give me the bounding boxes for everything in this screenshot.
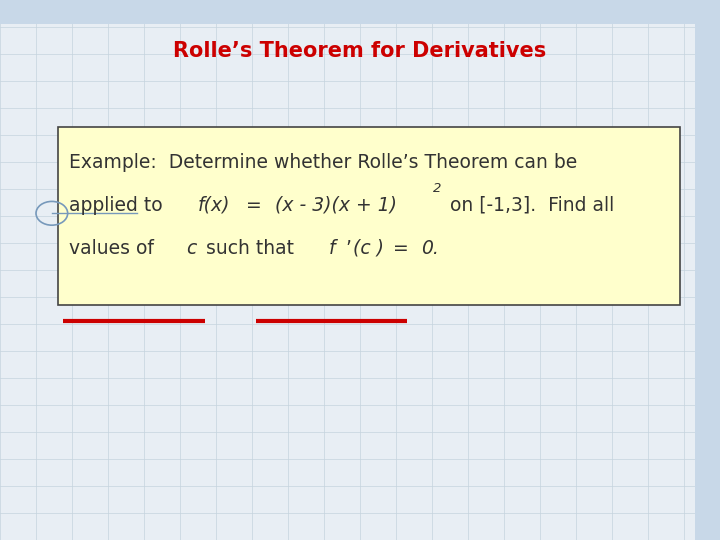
Text: Example:  Determine whether Rolle’s Theorem can be: Example: Determine whether Rolle’s Theor… [69, 152, 577, 172]
Text: f(x): f(x) [198, 195, 230, 215]
Text: 0.: 0. [420, 239, 438, 258]
Text: on [-1,3].  Find all: on [-1,3]. Find all [444, 195, 614, 215]
FancyBboxPatch shape [58, 127, 680, 305]
Text: Rolle’s Theorem for Derivatives: Rolle’s Theorem for Derivatives [174, 41, 546, 62]
Text: (x - 3)(x + 1): (x - 3)(x + 1) [276, 195, 397, 215]
Text: =: = [240, 195, 267, 215]
Text: (c ): (c ) [353, 239, 384, 258]
Text: 2: 2 [433, 183, 441, 195]
Text: f: f [328, 239, 341, 258]
Text: =: = [392, 239, 414, 258]
Text: ’: ’ [345, 239, 351, 258]
Text: such that: such that [199, 239, 300, 258]
FancyBboxPatch shape [695, 0, 720, 540]
Text: values of: values of [69, 239, 160, 258]
Text: c: c [186, 239, 197, 258]
Text: applied to: applied to [69, 195, 168, 215]
FancyBboxPatch shape [0, 0, 720, 24]
